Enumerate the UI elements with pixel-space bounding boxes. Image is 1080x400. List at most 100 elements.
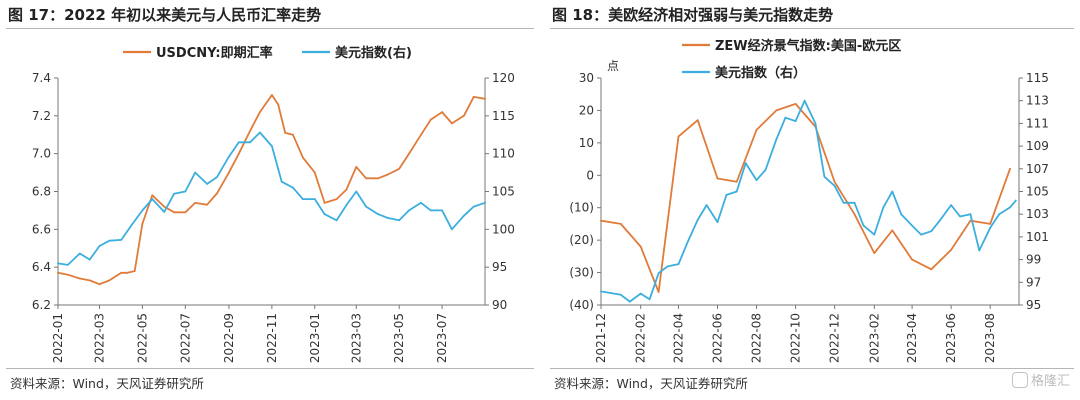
y-tick-label-left: (20) [569,233,594,247]
y-tick-label-left: 6.4 [32,260,51,274]
data-point [716,177,719,180]
watermark-icon [1011,372,1028,388]
data-point [600,219,602,222]
data-point [237,141,240,144]
data-point [163,205,166,208]
x-tick-label: 2023-02 [867,313,881,363]
x-tick-label: 2022-12 [828,313,842,363]
data-point [969,213,972,216]
x-tick-label: 2022-02 [634,313,648,363]
y-tick-label-right: 95 [1026,298,1041,312]
watermark-text: 格隆汇 [1030,374,1070,389]
data-point [313,171,316,174]
data-point [794,103,797,105]
chart-panel-zew-dxy: 图 18：美欧经济相对强弱与美元指数走势 (40) (30) (20) (10) 0 10… [544,0,1080,400]
data-point [677,263,680,265]
data-point [216,176,218,179]
data-point [930,268,933,271]
data-point [853,213,856,216]
watermark-logo: 格隆汇 [1011,370,1070,389]
data-point [141,222,144,225]
y-tick-label-left: 6.6 [32,222,51,236]
series-line [600,103,1011,293]
data-point [950,249,952,251]
data-point [686,241,689,244]
y-tick-label-right: 105 [492,185,515,199]
data-point [725,194,728,196]
y-tick-label-left: (40) [569,298,594,312]
data-point [744,162,747,165]
data-point [365,205,367,208]
data-point [323,202,326,204]
data-point [764,169,767,171]
data-point [271,145,273,148]
y-tick-label-right: 107 [1026,162,1049,176]
data-point [666,265,669,268]
data-point [249,130,251,132]
data-point [398,167,401,170]
data-point [451,122,453,125]
data-point [108,239,111,242]
data-point [345,204,348,207]
data-point [323,213,326,216]
data-point [408,152,410,155]
data-point [619,223,622,225]
data-point [387,217,389,219]
legend-label: 美元指数(右) [335,45,412,61]
x-tick-label: 2022-08 [750,313,764,363]
y-tick-label-left: 7.4 [32,71,51,85]
data-point [775,138,778,141]
data-point [998,213,1001,216]
data-point [280,180,283,183]
y-tick-label-right: 90 [492,298,507,312]
y-tick-label-left: 7.2 [32,109,51,123]
x-tick-label: 2023-04 [905,313,919,363]
data-point [648,298,651,301]
data-point [130,224,133,227]
data-point [277,103,280,106]
data-point [696,219,699,221]
title-divider [6,28,534,29]
data-point [173,211,176,214]
x-tick-label: 2023-06 [944,313,958,363]
data-point [950,204,952,207]
y-tick-label-right: 105 [1026,185,1049,199]
x-tick-label: 2023-03 [349,313,363,363]
y-tick-label-right: 115 [1026,71,1049,85]
data-point [472,205,475,208]
y-tick-label-left: 7.0 [32,147,51,161]
data-point [184,190,187,193]
data-point [228,155,230,158]
y-tick-label-right: 99 [1026,253,1041,267]
data-point [755,179,758,182]
y-axis-unit: 点 [607,59,619,73]
data-point [78,252,81,255]
data-point [355,166,358,168]
data-point [441,209,443,212]
data-point [969,219,972,222]
data-point [842,201,845,204]
data-point [1014,199,1017,202]
data-point [57,271,59,274]
data-point [600,290,602,293]
data-point [862,224,865,227]
x-tick-label: 2022-11 [265,313,279,363]
x-tick-label: 2022-06 [711,313,725,363]
y-tick-label-right: 113 [1026,94,1049,108]
data-point [755,129,758,131]
y-tick-label-left: 20 [579,103,594,117]
series-line [57,94,486,286]
data-point [120,239,123,241]
legend-label: USDCNY:即期汇率 [156,45,273,61]
data-point [833,184,836,187]
data-point [173,192,176,195]
line-chart-usdcny-dxy: 6.2 6.4 6.6 6.8 7.0 7.2 7.4 90 95 100 105 110 115 120… [32,45,515,363]
data-point [345,188,348,191]
data-point [249,141,251,144]
data-point [126,271,129,274]
data-point [377,213,379,216]
line-chart-zew-dxy: (40) (30) (20) (10) 0 10 20 30 95 97 99 101 103 105 10… [569,38,1049,363]
data-point [657,291,660,293]
source-divider [6,368,534,369]
data-point [639,245,642,248]
